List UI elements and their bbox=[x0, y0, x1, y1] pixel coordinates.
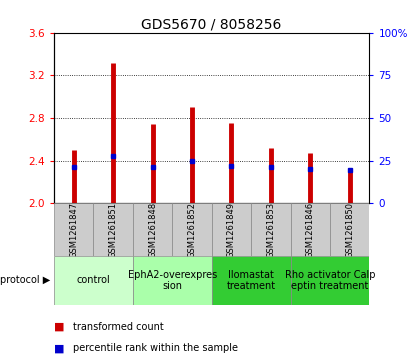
Bar bbox=[330, 203, 369, 256]
Bar bbox=[133, 256, 212, 305]
Bar bbox=[290, 203, 330, 256]
Bar bbox=[54, 203, 93, 256]
Text: protocol ▶: protocol ▶ bbox=[0, 276, 50, 285]
Bar bbox=[212, 256, 290, 305]
Bar bbox=[290, 256, 369, 305]
Title: GDS5670 / 8058256: GDS5670 / 8058256 bbox=[142, 17, 282, 32]
Bar bbox=[133, 203, 172, 256]
Text: GSM1261847: GSM1261847 bbox=[69, 201, 78, 258]
Text: GSM1261848: GSM1261848 bbox=[148, 201, 157, 258]
Text: ■: ■ bbox=[54, 322, 68, 332]
Text: Ilomastat
treatment: Ilomastat treatment bbox=[227, 270, 276, 291]
Text: GSM1261850: GSM1261850 bbox=[345, 201, 354, 258]
Text: GSM1261852: GSM1261852 bbox=[188, 201, 196, 258]
Text: EphA2-overexpres
sion: EphA2-overexpres sion bbox=[127, 270, 217, 291]
Text: GSM1261846: GSM1261846 bbox=[306, 201, 315, 258]
Bar bbox=[212, 203, 251, 256]
Text: GSM1261851: GSM1261851 bbox=[109, 201, 117, 258]
Text: transformed count: transformed count bbox=[73, 322, 164, 332]
Text: GSM1261849: GSM1261849 bbox=[227, 201, 236, 258]
Text: percentile rank within the sample: percentile rank within the sample bbox=[73, 343, 238, 354]
Text: control: control bbox=[76, 276, 110, 285]
Text: Rho activator Calp
eptin treatment: Rho activator Calp eptin treatment bbox=[285, 270, 375, 291]
Bar bbox=[251, 203, 290, 256]
Text: GSM1261853: GSM1261853 bbox=[266, 201, 275, 258]
Bar bbox=[54, 256, 133, 305]
Bar bbox=[172, 203, 212, 256]
Text: ■: ■ bbox=[54, 343, 68, 354]
Bar bbox=[93, 203, 133, 256]
